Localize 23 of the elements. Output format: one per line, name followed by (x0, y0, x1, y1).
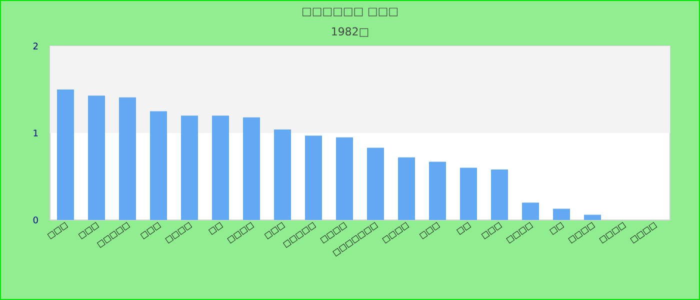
bar (150, 111, 168, 220)
bar (57, 89, 74, 220)
bar (305, 136, 322, 220)
y-tick-label: 1 (34, 130, 38, 136)
y-tick-label: 0 (33, 216, 38, 224)
chart-subtitle: 1982□ (332, 27, 368, 37)
bar (429, 162, 446, 220)
bar (88, 96, 106, 220)
chart-title: □□□□□□ □□□ (302, 8, 398, 16)
bar (584, 214, 602, 220)
bar (398, 157, 416, 220)
y-tick-label: 2 (33, 42, 38, 50)
bar (274, 130, 292, 220)
bar (491, 170, 508, 220)
bar (212, 116, 230, 220)
bar (181, 116, 198, 220)
bar (119, 97, 136, 220)
bar (367, 148, 384, 220)
bar (460, 168, 478, 220)
bar (243, 117, 260, 220)
bar (522, 202, 540, 220)
bar (336, 137, 354, 220)
bar (553, 208, 570, 220)
